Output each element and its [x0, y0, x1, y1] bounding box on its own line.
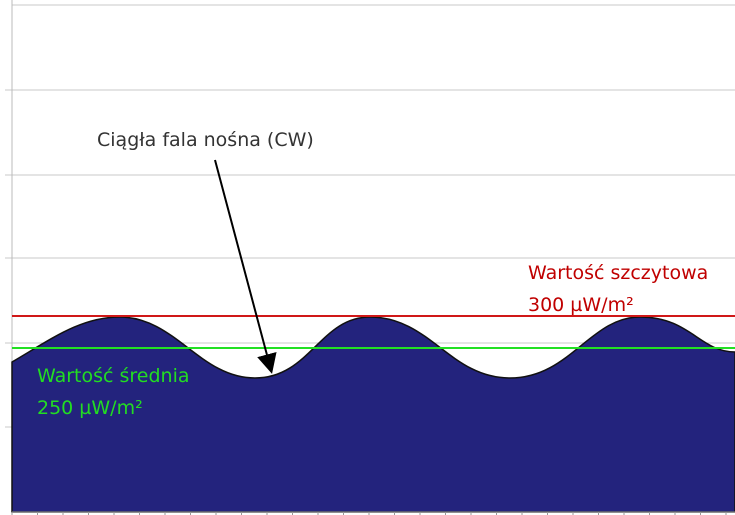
- arrow: [214, 159, 277, 374]
- wave-area: [11, 316, 735, 513]
- peak-label: Wartość szczytowa: [528, 262, 708, 284]
- average-label: Wartość średnia: [37, 365, 190, 387]
- peak-value: 300 µW/m²: [528, 294, 634, 316]
- annotation-label: Ciągła fala nośna (CW): [97, 129, 314, 151]
- average-value: 250 µW/m²: [37, 397, 143, 419]
